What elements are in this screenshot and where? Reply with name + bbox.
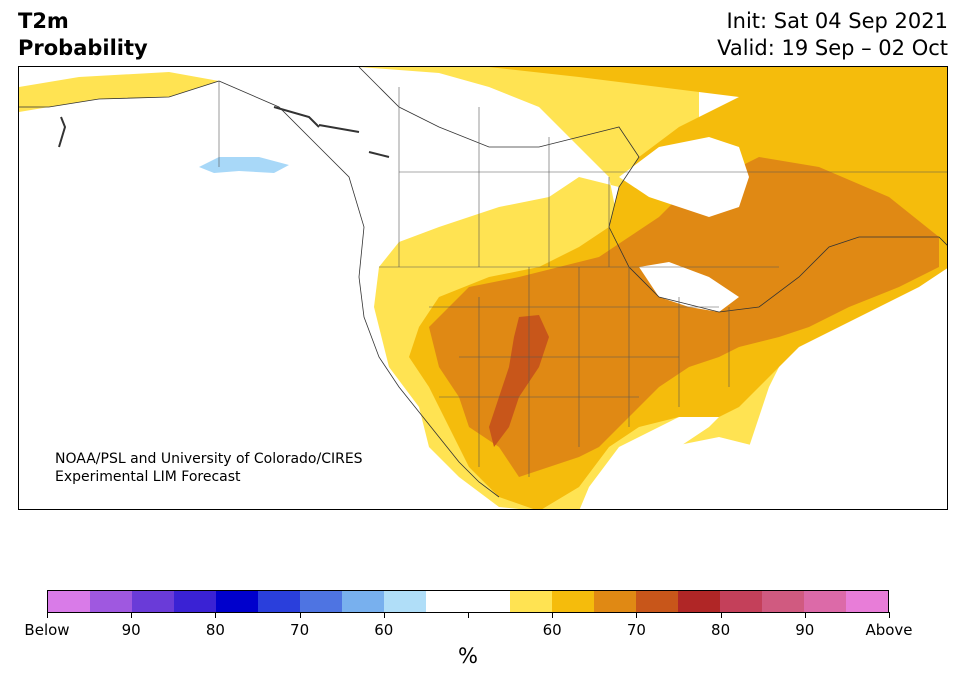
north-america-map-svg — [19, 67, 947, 509]
credit-line1: NOAA/PSL and University of Colorado/CIRE… — [55, 451, 363, 467]
great-lakes — [639, 262, 739, 312]
probability-map — [18, 66, 948, 510]
legend-swatch — [804, 591, 846, 612]
legend-swatch — [300, 591, 342, 612]
init-date: Init: Sat 04 Sep 2021 — [726, 9, 948, 33]
legend-swatch — [342, 591, 384, 612]
title-type: Probability — [18, 36, 148, 60]
legend-swatch — [762, 591, 804, 612]
legend-swatch — [720, 591, 762, 612]
legend-swatch — [216, 591, 258, 612]
legend-tick-label: 60 — [542, 621, 562, 639]
legend-swatch — [90, 591, 132, 612]
legend-tick — [299, 612, 301, 618]
map-title: T2m Probability — [18, 8, 148, 62]
legend-tick-label: 60 — [374, 621, 394, 639]
legend-tick-label: 70 — [290, 621, 310, 639]
alaska-rivers — [58, 106, 390, 158]
hudson-bay — [619, 137, 749, 217]
state-borders — [379, 171, 947, 477]
legend-tick-label: Below — [24, 621, 70, 639]
title-variable: T2m — [18, 9, 69, 33]
legend-tick-label: 80 — [711, 621, 731, 639]
canada-borders — [218, 81, 610, 267]
legend-swatch — [636, 591, 678, 612]
legend-tick-label: 80 — [205, 621, 225, 639]
legend-swatch — [132, 591, 174, 612]
forecast-dates: Init: Sat 04 Sep 2021 Valid: 19 Sep – 02… — [717, 8, 948, 62]
legend-swatch — [594, 591, 636, 612]
legend-tick — [215, 612, 217, 618]
legend-swatch — [48, 591, 90, 612]
legend-swatch — [258, 591, 300, 612]
legend-tick — [552, 612, 554, 618]
valid-period: Valid: 19 Sep – 02 Oct — [717, 36, 948, 60]
legend-tick — [383, 612, 385, 618]
legend-tick — [47, 612, 48, 618]
legend-tick — [636, 612, 638, 618]
legend-tick — [468, 612, 469, 618]
legend-swatch — [174, 591, 216, 612]
dark-orange-region — [489, 315, 549, 447]
credit-line2: Experimental LIM Forecast — [55, 469, 241, 485]
legend-tick-label: 70 — [626, 621, 646, 639]
legend-tick-label: 90 — [121, 621, 141, 639]
legend-swatch — [552, 591, 594, 612]
color-legend — [47, 590, 889, 613]
legend-swatch — [846, 591, 888, 612]
legend-swatch — [510, 591, 552, 612]
legend-tick — [131, 612, 133, 618]
legend-tick — [889, 612, 890, 618]
legend-swatch — [426, 591, 468, 612]
legend-tick — [720, 612, 722, 618]
light-blue-region — [199, 157, 289, 173]
gulf-of-mexico — [580, 437, 799, 509]
legend-unit: % — [458, 644, 478, 668]
legend-tick-label: Above — [865, 621, 913, 639]
legend-swatch — [678, 591, 720, 612]
legend-tick — [804, 612, 806, 618]
legend-tick-label: 90 — [795, 621, 815, 639]
map-credit: NOAA/PSL and University of Colorado/CIRE… — [55, 450, 363, 486]
legend-swatch — [384, 591, 426, 612]
legend-swatch — [468, 591, 510, 612]
